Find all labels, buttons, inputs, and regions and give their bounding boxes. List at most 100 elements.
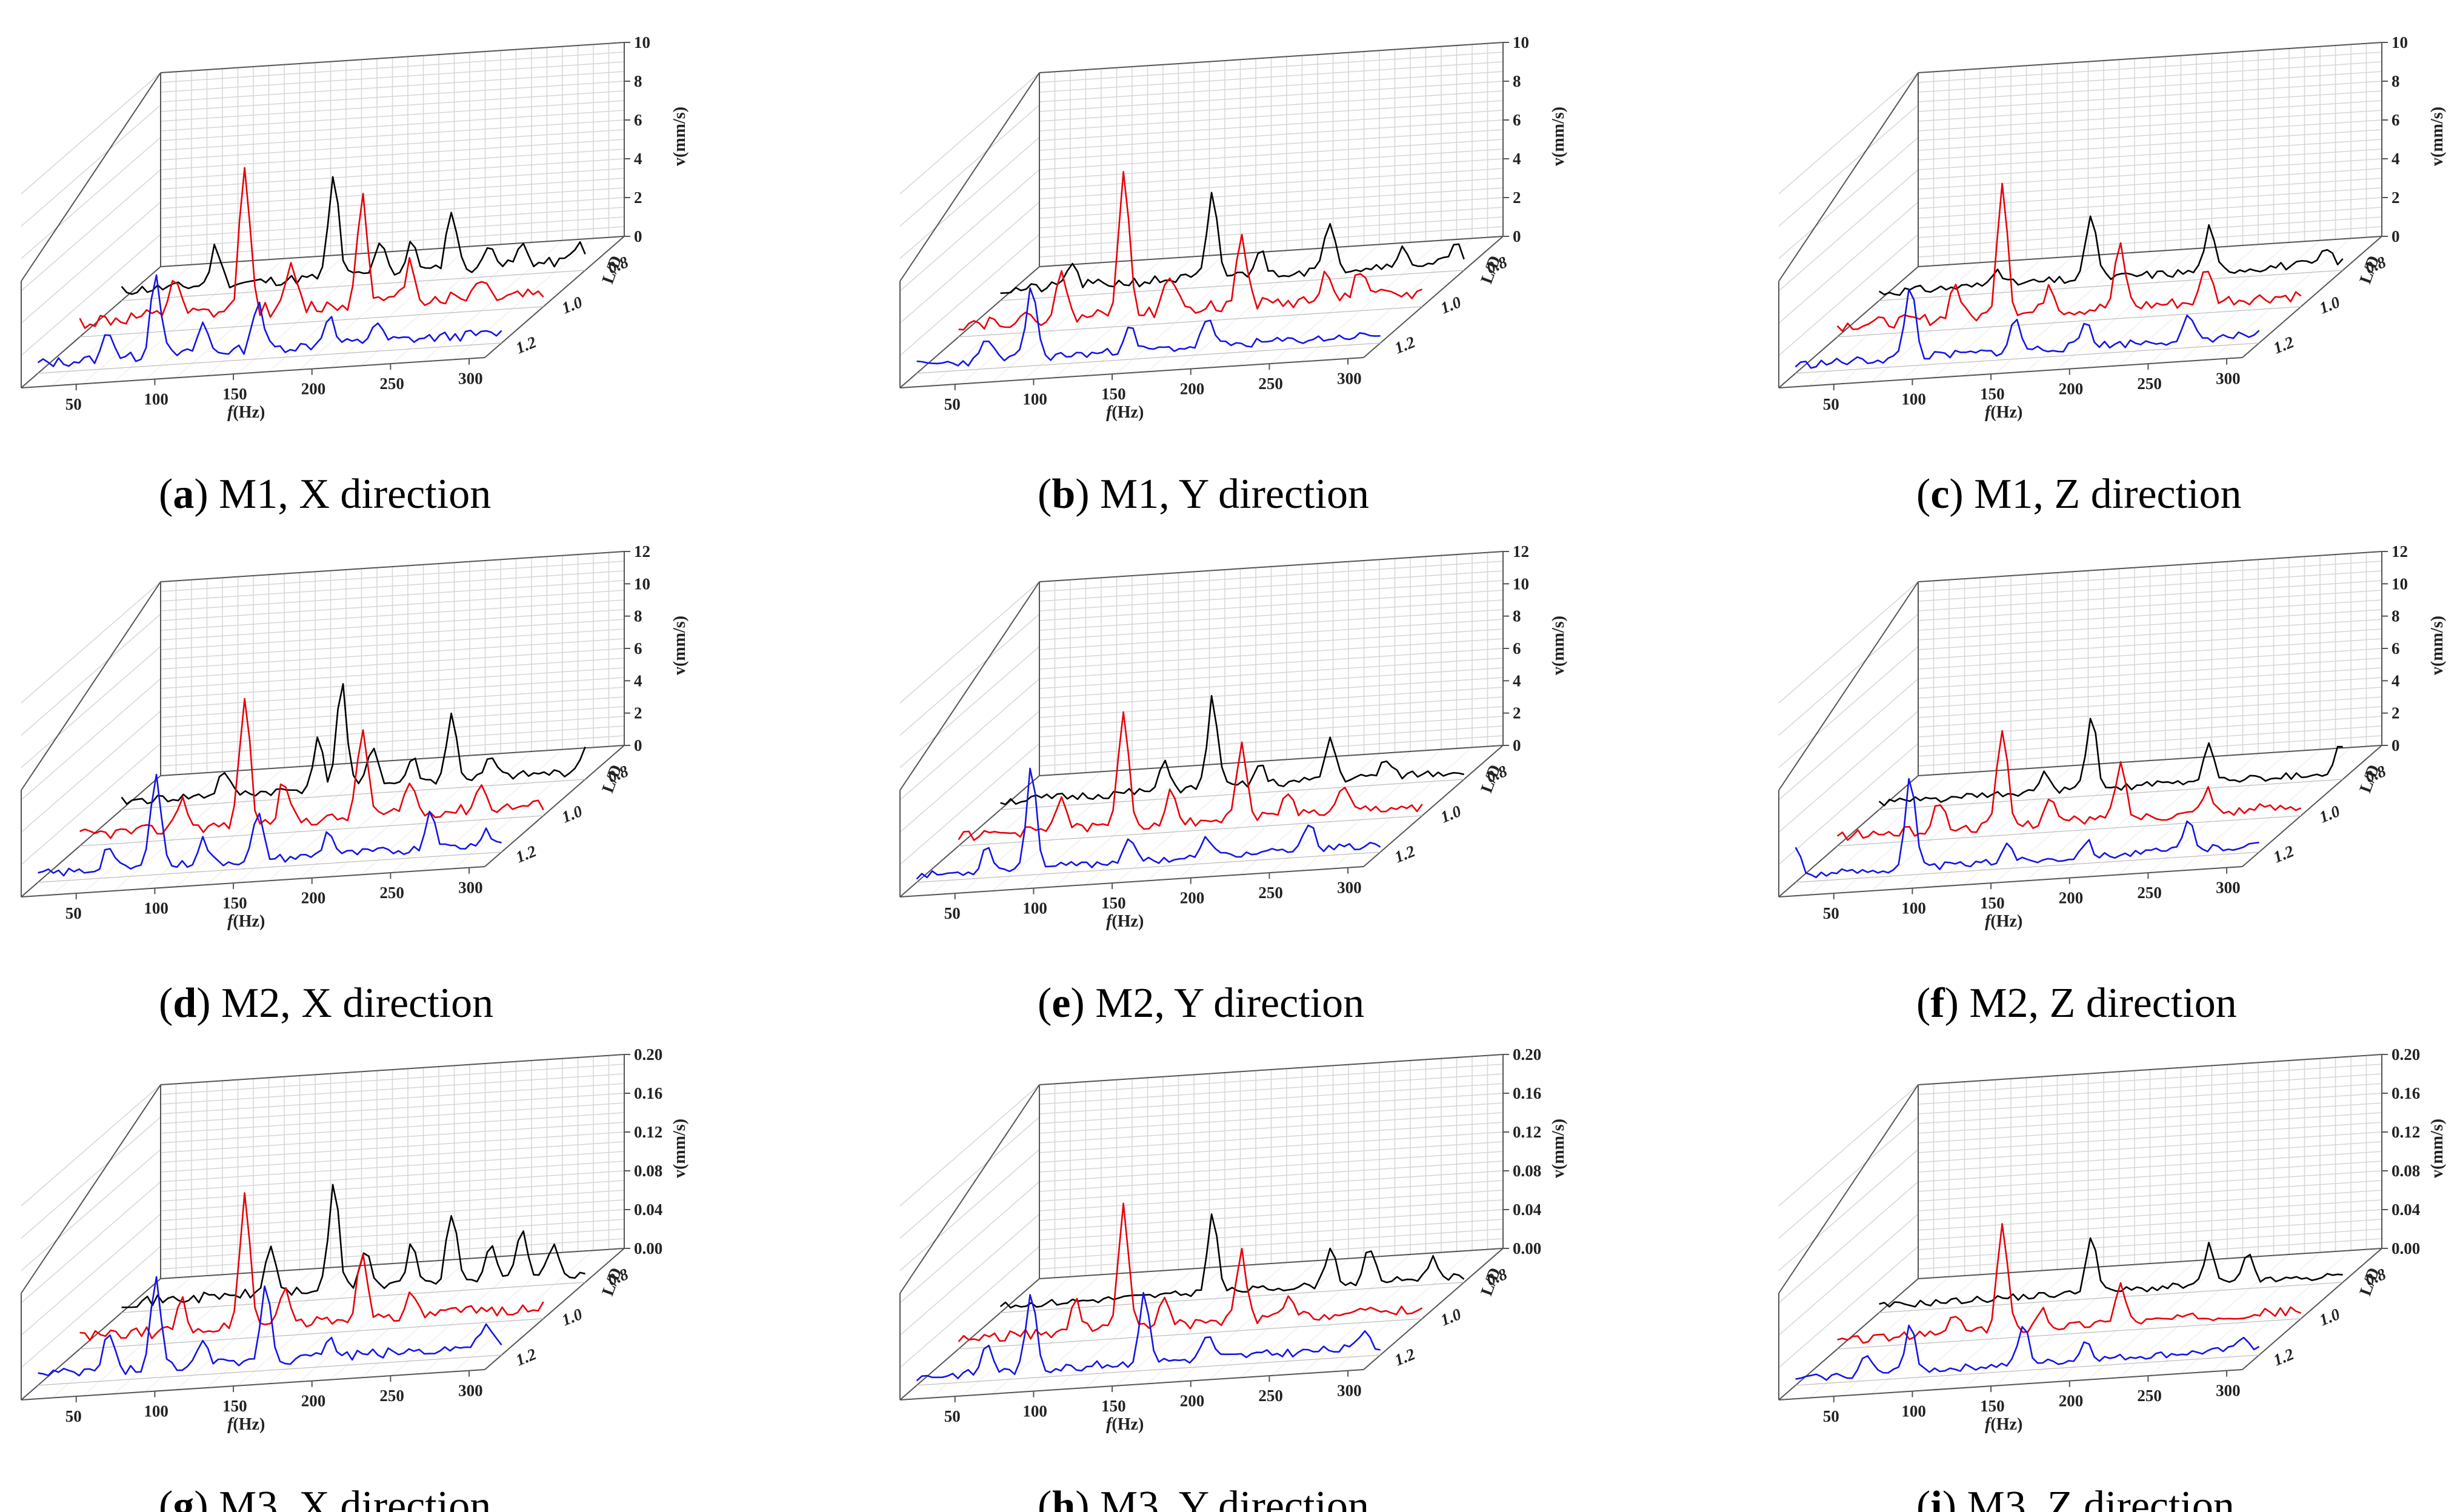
chart-panel-b: 50 100 150 200 250 300f(Hz)0.81.01.2L/D024681… [899,33,1568,518]
caption-paren: ( [1916,1483,1930,1512]
series-line-1.2 [38,1276,502,1377]
x-axis-label: f(Hz) [1106,403,1144,422]
axis-frame-line [1778,581,1919,791]
x-tick-label: 250 [379,375,404,393]
chart-panel-h: 50 100 150 200 250 300f(Hz)0.81.01.2L/D0.000.… [899,1045,1568,1512]
grid-line [1809,264,1950,387]
chart-panel-g: 50 100 150 200 250 300f(Hz)0.81.01.2L/D0.000.… [21,1045,689,1512]
series-line-1.2 [916,767,1381,880]
x-tick-label: 200 [1180,889,1205,907]
chart-panel-a: 50 100 150 200 250 300f(Hz)0.81.01.2L/D024681… [21,33,689,518]
z-axis-label: v(mm/s) [1549,616,1568,675]
grid-line [175,765,316,887]
z-tick-label: 0.08 [1513,1162,1541,1180]
x-tick-label: 200 [2059,380,2083,398]
z-tick-label: 6 [634,639,642,658]
grid-line [1178,757,1318,879]
grid-line [299,1260,439,1382]
x-axis-label-unit: (Hz) [233,403,265,422]
z-tick-label: 4 [634,671,642,690]
caption-letter: i [1930,1483,1942,1512]
z-tick-label: 2 [1513,704,1521,722]
series-line-1.2 [38,773,502,877]
caption-letter: b [1052,471,1075,518]
axis-frame-line [160,1054,625,1085]
grid-line [21,678,161,801]
caption-letter: g [173,1483,194,1512]
series-baseline [958,1318,1422,1350]
grid-line [1778,1246,1919,1368]
z-tick-label: 0 [1513,227,1521,245]
z-tick-label: 6 [2392,111,2400,129]
series-line-0.8 [1879,1237,2343,1308]
grid-line [1778,234,1919,356]
x-tick-label: 200 [301,380,325,398]
grid-line [1270,242,1411,364]
z-tick-label: 0.04 [634,1201,662,1219]
series-line-1.0 [79,167,544,329]
caption-letter: h [1052,1483,1075,1512]
grid-line [268,250,408,372]
z-tick-label: 0 [1513,736,1521,754]
axis-frame-line [160,236,625,267]
series-baseline [38,851,502,883]
grid-line [206,1266,347,1388]
series-baseline [1795,1354,2259,1386]
grid-line [422,1252,563,1374]
x-tick-label: 250 [2137,375,2162,393]
series-line-1.0 [1837,1223,2302,1344]
series-baseline [916,851,1381,883]
z-tick-label: 0.12 [2392,1123,2420,1141]
series-line-1.2 [37,274,502,367]
x-axis-label: f(Hz) [1106,912,1144,931]
depth-tick-label: 1.2 [513,842,539,866]
axis-frame-line [899,866,1364,898]
x-tick-label: 300 [1337,370,1362,388]
axis-frame-line [899,266,1040,388]
x-tick-label: 100 [1901,390,1926,408]
grid-line [1840,771,1981,893]
x-tick-label: 250 [1258,375,1283,393]
z-tick-label: 0 [2392,736,2400,754]
x-tick-label: 150 [1980,385,2005,403]
depth-tick-label: 1.0 [1438,1305,1464,1330]
z-tick-label: 0.16 [2392,1084,2420,1102]
grid-line [422,240,563,362]
grid-line [1933,765,2073,887]
axis-frame-line [1778,1084,1919,1294]
axis-frame-line [1039,551,1504,582]
caption-paren: ( [1038,980,1052,1027]
depth-tick-label: 1.0 [2317,293,2343,318]
z-tick-label: 0.20 [2392,1045,2420,1064]
z-axis-label: v(mm/s) [2428,1119,2447,1178]
z-tick-label: 10 [634,574,650,593]
grid-line [1208,755,1349,878]
x-axis-label: f(Hz) [227,912,265,931]
z-tick-label: 0.12 [1513,1123,1541,1141]
axis-frame-line [160,551,625,582]
grid-line [899,169,1040,291]
z-tick-label: 0.04 [1513,1201,1541,1219]
x-tick-label: 300 [2216,879,2241,897]
x-axis-label: f(Hz) [1106,1415,1144,1434]
z-tick-label: 4 [634,150,642,168]
series-baseline [916,342,1381,374]
z-tick-label: 4 [1513,150,1521,168]
x-tick-label: 300 [458,370,483,388]
axis-frame-line [1918,551,2382,582]
caption-letter: d [173,980,196,1027]
x-tick-label: 50 [1823,1407,1839,1425]
series-line-1.2 [1795,288,2260,369]
z-tick-label: 2 [2392,704,2400,722]
panel-caption-c: (c) M1, Z direction [1916,471,2242,518]
grid-line [2056,248,2197,370]
x-tick-label: 200 [1180,380,1205,398]
x-tick-label: 200 [301,1392,325,1410]
x-tick-label: 250 [2137,884,2162,902]
grid-line [21,201,161,324]
series-line-1.0 [79,698,544,839]
grid-line [453,1250,594,1372]
z-tick-label: 4 [2392,150,2400,168]
grid-line [1902,258,2042,381]
